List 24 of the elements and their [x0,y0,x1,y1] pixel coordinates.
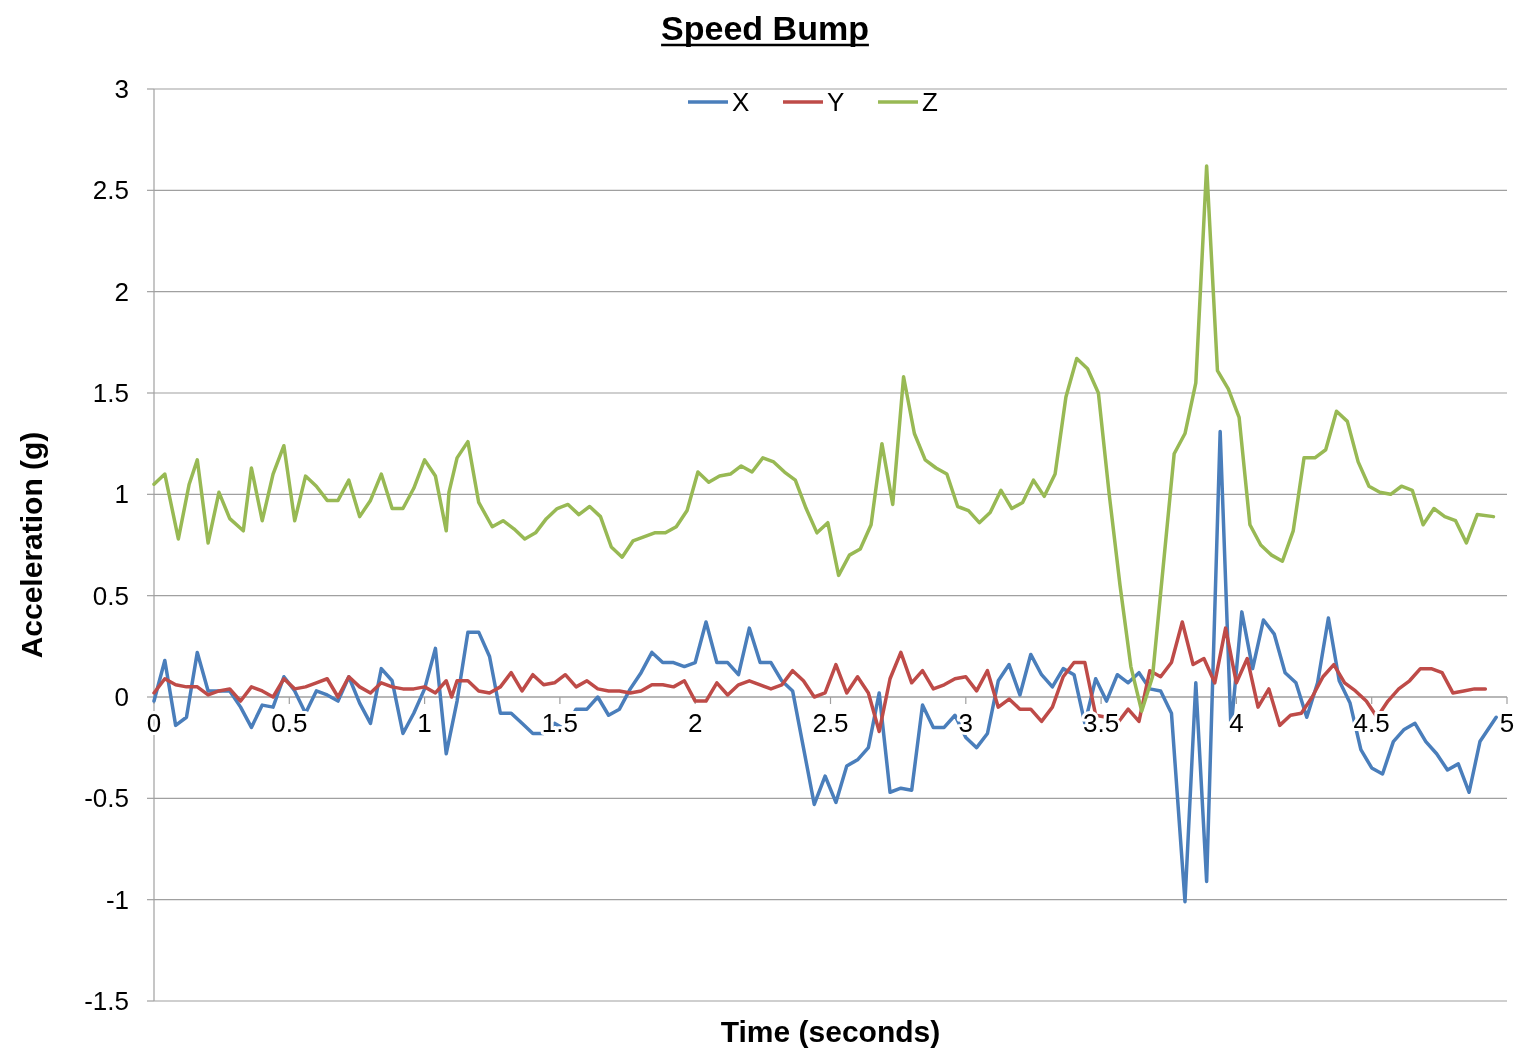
legend-label: Z [922,87,938,118]
y-tick-label: 0.5 [92,580,129,611]
x-tick-label: 1 [417,708,432,738]
y-tick-label: -1 [105,884,129,915]
y-axis-title: Acceleration (g) [15,431,48,659]
x-tick-label: 2.5 [812,708,849,738]
y-tick-label: -1.5 [84,986,129,1017]
x-tick-label: 3 [958,708,974,738]
y-tick-label: 2.5 [92,175,129,206]
y-tick-label: 0 [114,682,129,713]
chart-title: Speed Bump [661,9,869,47]
x-tick-label: 0.5 [271,708,308,738]
line-series [152,164,1496,713]
x-axis-title: Time (seconds) [720,1015,941,1048]
y-tick-label: 1.5 [92,378,129,409]
x-tick-label: 5 [1499,708,1515,738]
y-tick-label: 3 [114,74,129,105]
y-tick-label: 1 [114,479,129,510]
legend-label: Y [827,87,845,118]
legend-label: X [732,87,750,118]
x-tick-label: 2 [687,708,703,738]
y-tick-label: 2 [114,276,129,307]
x-tick-label: 0 [146,708,162,738]
y-tick-label: -0.5 [84,783,129,814]
